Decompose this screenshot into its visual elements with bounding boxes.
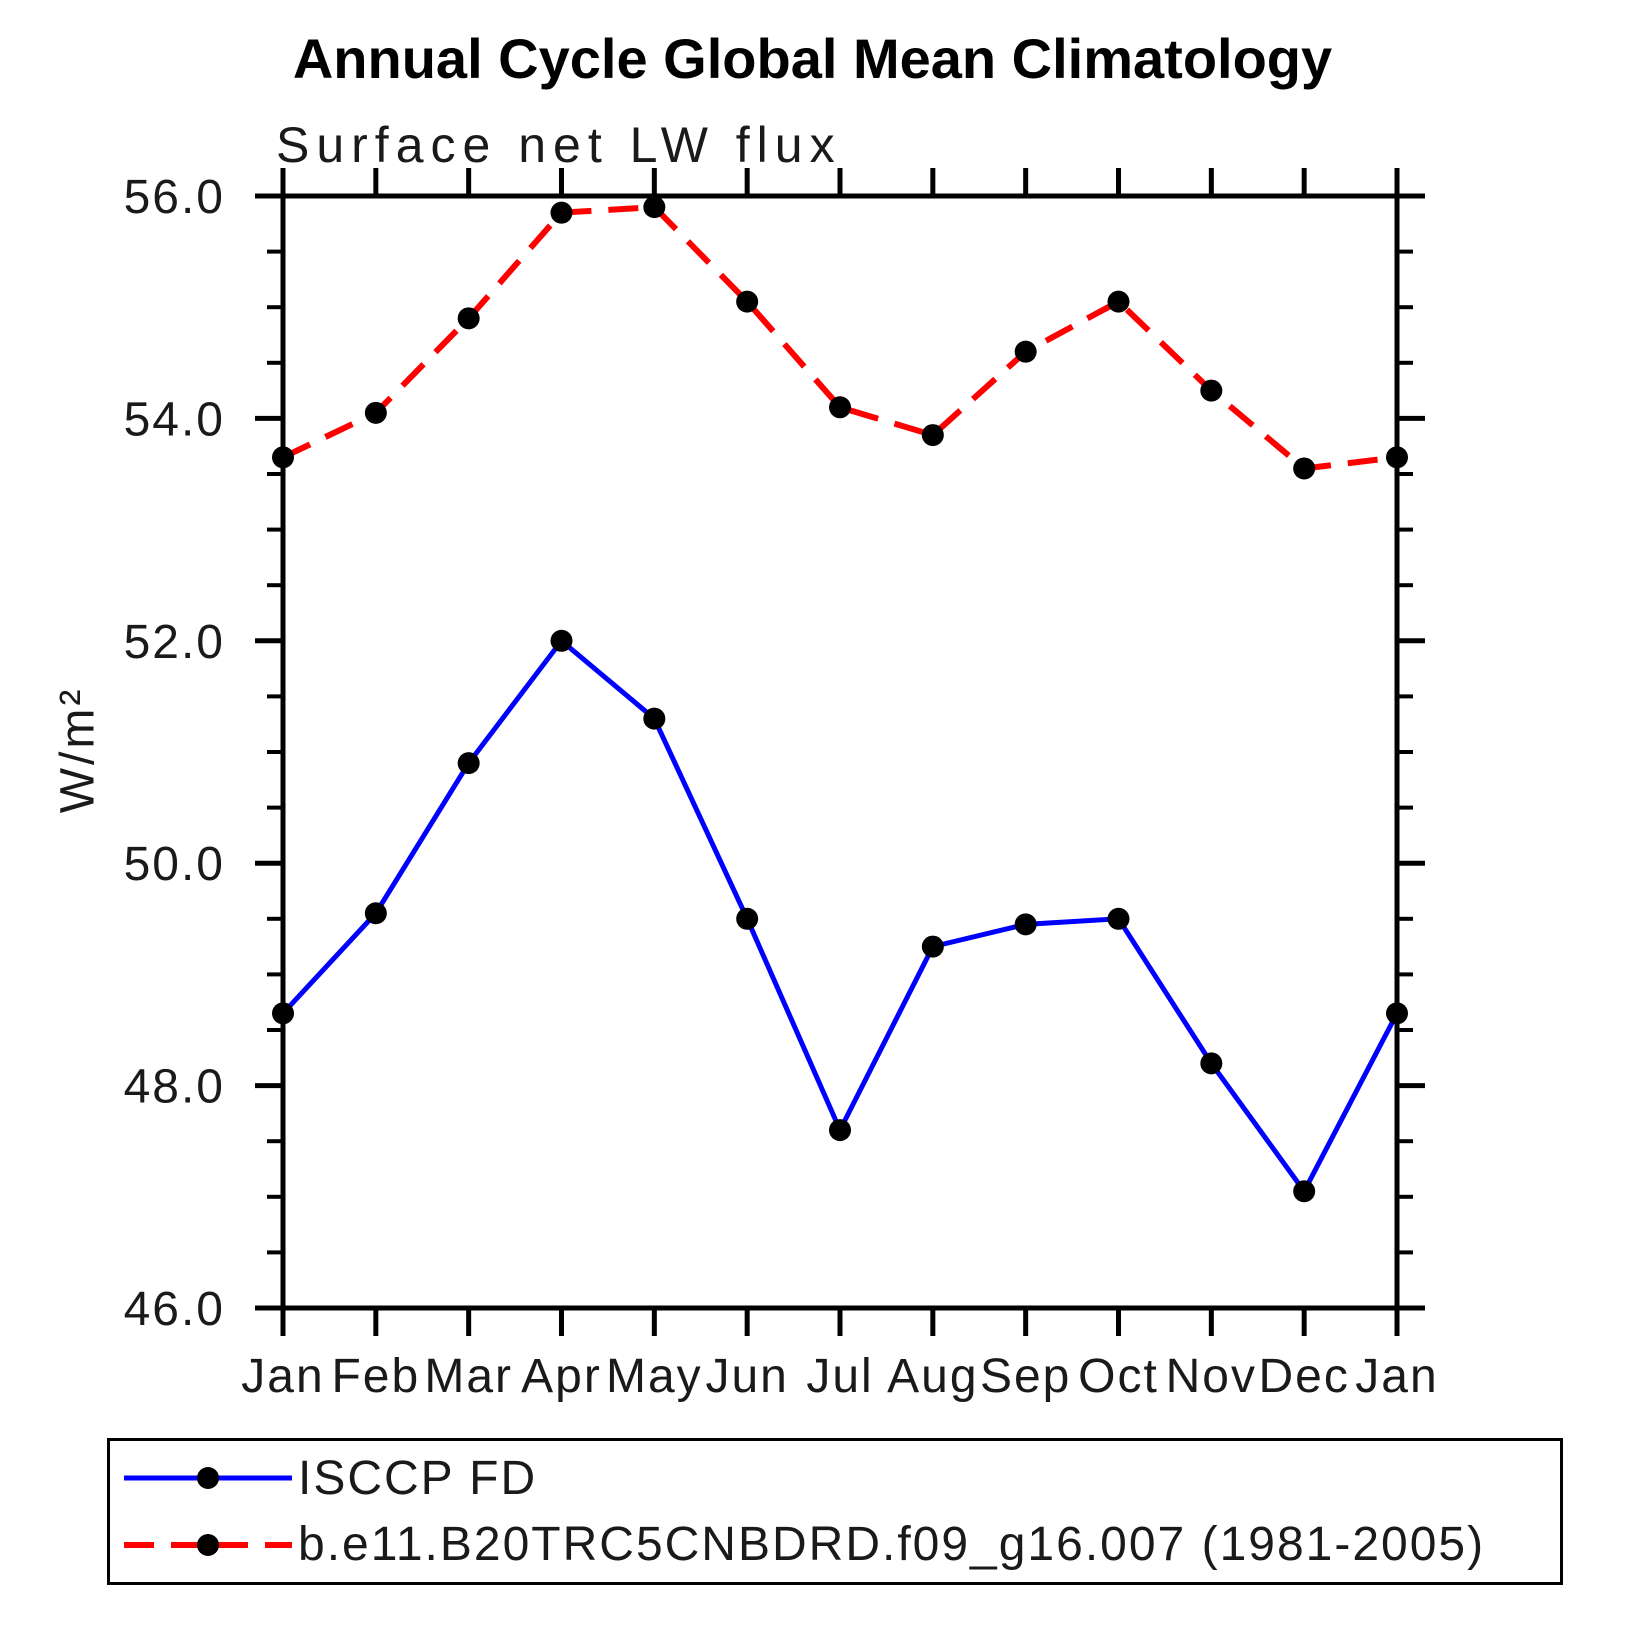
y-tick-label: 46.0: [124, 1283, 225, 1336]
y-tick-label: 50.0: [124, 838, 225, 891]
data-point-marker: [1014, 913, 1037, 936]
data-point-marker: [643, 707, 666, 730]
data-point-marker: [1107, 290, 1130, 313]
plot-border: [280, 193, 1400, 1311]
legend-sample-solid-line: [124, 1467, 292, 1490]
data-point-marker: [364, 401, 387, 424]
chart-subtitle: Surface net LW flux: [276, 117, 842, 173]
data-point-marker: [457, 752, 480, 775]
legend-marker-dot: [197, 1467, 219, 1490]
model-line: [281, 204, 1398, 472]
x-tick-label: Oct: [1078, 1350, 1159, 1403]
x-tick-label: Aug: [887, 1350, 978, 1403]
x-tick-label: Jan: [1355, 1350, 1438, 1403]
data-point-marker: [643, 196, 666, 219]
data-point-marker: [457, 307, 480, 330]
data-point-marker: [1386, 1002, 1408, 1025]
y-tick-label: 48.0: [124, 1061, 225, 1114]
data-point-marker: [272, 446, 294, 469]
y-tick-label: 56.0: [124, 171, 225, 224]
data-point-marker: [1107, 907, 1130, 930]
legend-item-model: b.e11.B20TRC5CNBDRD.f09_g16.007 (1981-20…: [122, 1514, 1556, 1576]
y-tick-label: 54.0: [124, 393, 225, 446]
data-point-marker: [1200, 1052, 1223, 1075]
data-point-marker: [736, 290, 759, 313]
x-tick-label: Jun: [705, 1350, 788, 1403]
chart-title: Annual Cycle Global Mean Climatology: [292, 27, 1333, 90]
x-tick-label: Jul: [806, 1350, 873, 1403]
data-point-marker: [1293, 1180, 1316, 1203]
data-point-marker: [364, 902, 387, 925]
x-tick-label: Jan: [241, 1350, 324, 1403]
legend-box: ISCCP FD b.e11.B20TRC5CNBDRD.f09_g16.007…: [107, 1438, 1563, 1585]
data-point-marker: [1293, 457, 1316, 480]
data-point-marker: [1014, 340, 1037, 363]
legend-sample-dashed-line: [124, 1533, 292, 1556]
legend-label-isccp-fd: ISCCP FD: [298, 1451, 538, 1505]
data-point-marker: [550, 201, 573, 224]
x-tick-label: Feb: [331, 1350, 420, 1403]
data-point-marker: [550, 629, 573, 652]
legend-item-isccp-fd: ISCCP FD: [122, 1447, 1556, 1509]
x-tick-label: Nov: [1166, 1350, 1257, 1403]
data-point-marker: [272, 1002, 294, 1025]
legend-label-model: b.e11.B20TRC5CNBDRD.f09_g16.007 (1981-20…: [298, 1518, 1486, 1572]
x-tick-label: Apr: [521, 1350, 602, 1403]
x-tick-label: Dec: [1258, 1350, 1349, 1403]
data-point-marker: [1200, 379, 1223, 402]
data-point-marker: [736, 907, 759, 930]
x-tick-label: May: [606, 1350, 703, 1403]
data-point-marker: [829, 1119, 851, 1142]
x-tick-label: Mar: [424, 1350, 513, 1403]
data-point-marker: [921, 424, 944, 447]
data-point-marker: [829, 396, 851, 419]
legend-marker-dot: [197, 1533, 219, 1556]
data-point-marker: [1386, 446, 1408, 469]
data-point-marker: [921, 935, 944, 958]
isccp-fd-line: [281, 637, 1400, 1196]
x-tick-label: Sep: [980, 1350, 1071, 1403]
y-tick-label: 52.0: [124, 616, 225, 669]
